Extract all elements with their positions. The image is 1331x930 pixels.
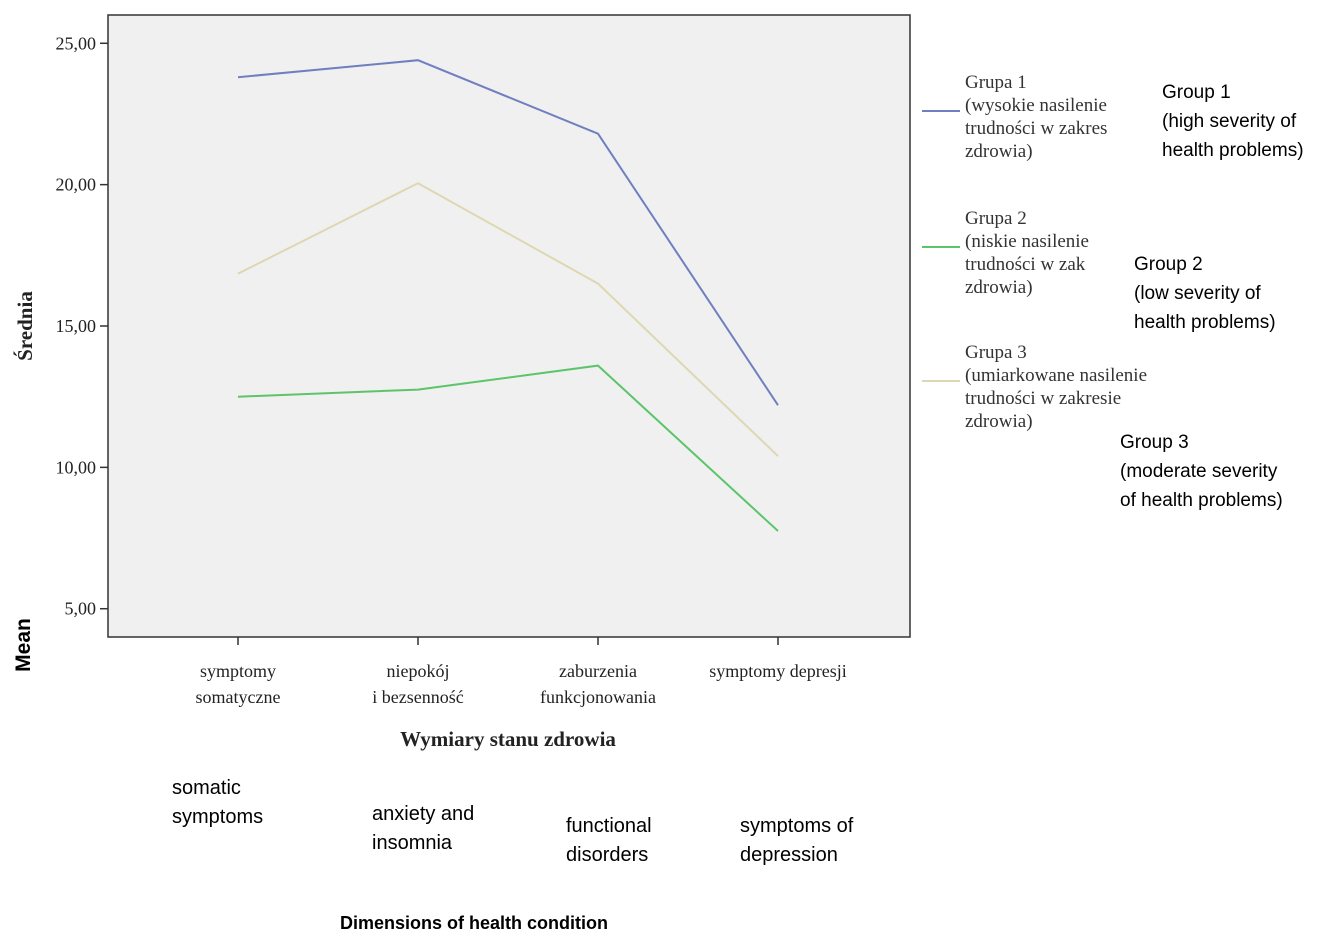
legend-label-english: Group 3 [1120,432,1189,453]
x-category-label-english: anxiety and [372,803,474,825]
legend-label: zdrowia) [965,141,1033,162]
legend-label-english: Group 1 [1162,82,1231,103]
x-axis-title: Wymiary stanu zdrowia [400,727,616,751]
x-category-label-english: insomnia [372,832,453,854]
x-category-label-english: functional [566,815,652,837]
legend-label: (niskie nasilenie [965,231,1089,252]
legend-label-english: (moderate severity [1120,461,1278,482]
legend-label-english: health problems) [1162,140,1304,161]
x-tick-label: symptomy [200,661,276,681]
x-tick-label: zaburzenia [559,661,637,681]
y-axis: 5,00 10,00 15,00 20,00 25,00 [56,33,108,619]
y-axis-title-english: Mean [12,618,35,672]
english-category-labels: somatic symptoms anxiety and insomnia functi… [172,777,854,866]
legend-label: zdrowia) [965,411,1033,432]
y-tick-label: 25,00 [56,33,97,53]
x-tick-label: i bezsenność [372,687,463,707]
legend-label: zdrowia) [965,277,1033,298]
legend-label-english: of health problems) [1120,490,1283,511]
x-tick-label: symptomy depresji [709,661,847,681]
series-line-grupa-1 [237,59,779,406]
x-tick-label: niepokój [387,661,450,681]
series-line-grupa-2 [237,364,779,532]
x-tick-label: somatyczne [196,687,281,707]
x-axis-title-english: Dimensions of health condition [340,913,608,930]
legend-label-english: health problems) [1134,312,1276,333]
y-axis-title: Średnia [13,291,37,361]
english-legend: Group 1 (high severity of health problems)… [1120,82,1304,511]
x-category-label-english: symptoms of [740,815,854,837]
x-category-label-english: depression [740,844,838,866]
x-category-label-english: disorders [566,844,648,866]
x-category-label-english: somatic [172,777,241,799]
legend-label: Grupa 2 [965,208,1027,229]
legend-label: trudności w zakresie [965,388,1121,409]
legend-label-english: Group 2 [1134,254,1203,275]
legend-label: Grupa 1 [965,72,1027,93]
y-tick-label: 10,00 [56,457,97,477]
legend-label: (umiarkowane nasilenie [965,365,1147,386]
y-tick-label: 20,00 [56,175,97,195]
y-tick-label: 5,00 [65,599,97,619]
legend-label-english: (low severity of [1134,283,1261,304]
y-tick-label: 15,00 [56,316,97,336]
legend-label: trudności w zak [965,254,1086,275]
x-axis: symptomy somatyczne niepokój i bezsenność za… [196,637,847,707]
x-tick-label: funkcjonowania [540,687,656,707]
legend-label-english: (high severity of [1162,111,1297,132]
plot-area [107,14,911,638]
legend-label: (wysokie nasilenie [965,95,1107,116]
series-lines [237,59,779,532]
series-line-grupa-3 [237,182,779,457]
legend-label: Grupa 3 [965,342,1027,363]
legend-label: trudności w zakres [965,118,1107,139]
x-category-label-english: symptoms [172,806,263,828]
